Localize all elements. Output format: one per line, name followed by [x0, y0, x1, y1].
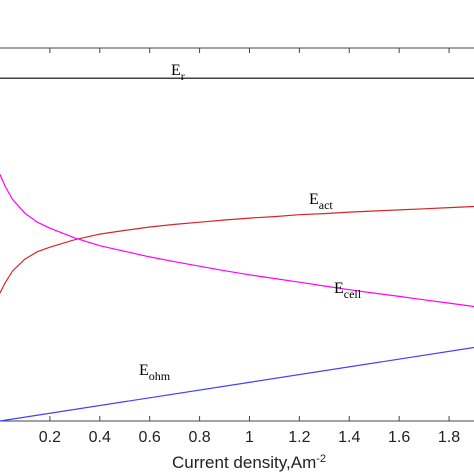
x-tick-label: 1.6 [388, 429, 410, 446]
label-e-r: Er [171, 62, 185, 83]
x-tick-label: 0.6 [139, 429, 161, 446]
x-tick-label: 0.4 [89, 429, 111, 446]
label-e-cell: Ecell [334, 280, 362, 301]
x-tick-label: 1 [245, 429, 254, 446]
x-axis-title: Current density,Am-2 [172, 453, 326, 472]
x-ticks: 0.2 0.4 0.6 0.8 1 1.2 1.4 1.6 1.8 [39, 48, 460, 446]
series-line-e-cell [0, 174, 474, 308]
series-line-e-ohm [0, 346, 474, 422]
x-tick-label: 1.4 [338, 429, 360, 446]
label-e-act: Eact [309, 191, 333, 212]
series-line-e-act [0, 205, 474, 294]
x-tick-label: 1.8 [438, 429, 460, 446]
label-e-ohm: Eohm [139, 362, 171, 383]
x-tick-label: 0.2 [39, 429, 61, 446]
x-tick-label: 0.8 [188, 429, 210, 446]
data-series [0, 77, 474, 422]
x-tick-label: 1.2 [288, 429, 310, 446]
axes-frame [0, 47, 474, 422]
series-labels: Er Eact Ecell Eohm [139, 62, 362, 383]
